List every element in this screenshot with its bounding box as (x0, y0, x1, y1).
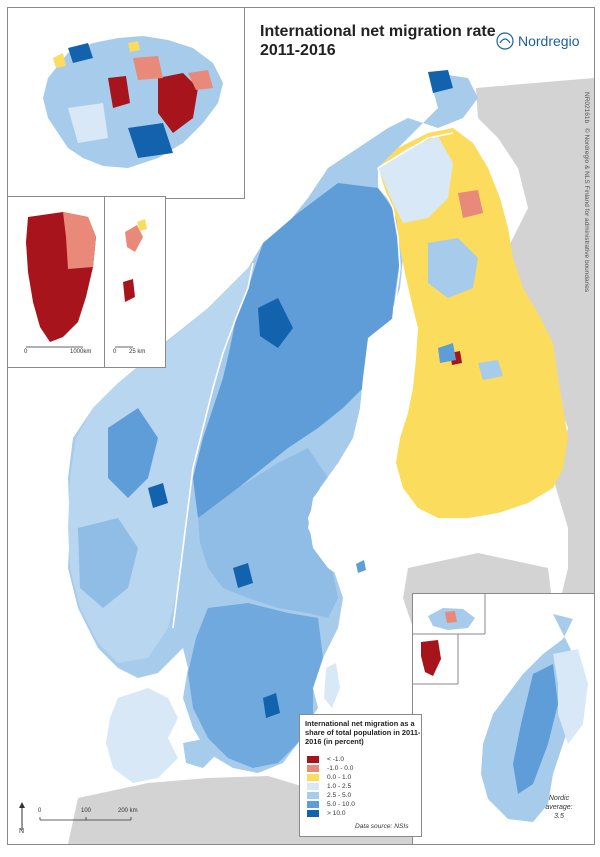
legend-item: -1.0 - 0.0 (307, 764, 353, 772)
legend-swatch (307, 791, 319, 799)
legend-item: 2.5 - 5.0 (307, 791, 351, 799)
scale-label-100: 100 (81, 808, 92, 814)
aland (356, 560, 366, 573)
legend-item: 5.0 - 10.0 (307, 800, 355, 808)
norway-dark-2 (428, 70, 453, 93)
sweden-dark-1 (258, 298, 293, 348)
sweden-dark-3 (263, 693, 280, 718)
nordic-average-label: Nordic average: (545, 795, 573, 811)
denmark-land (106, 688, 178, 783)
legend: International net migration as a share o… (299, 714, 422, 837)
legend-label: 2.5 - 5.0 (327, 791, 352, 799)
legend-swatch (307, 809, 319, 817)
svalbard-yellow (137, 219, 147, 231)
iceland-red-1 (158, 73, 198, 133)
nordregio-logo-icon (496, 32, 514, 50)
finland-blue-2 (478, 360, 503, 380)
avg-greenland (421, 640, 441, 676)
sweden-dark-2 (233, 563, 253, 588)
legend-item: 0.0 - 1.0 (307, 773, 351, 781)
scale-svalbard-0: 0 (113, 349, 117, 355)
border-norway-finland (377, 132, 454, 169)
north-arrow-label: N (19, 828, 25, 835)
scale-label-200: 200 km (118, 808, 138, 814)
scale-label-0: 0 (38, 808, 42, 814)
greenland-map (26, 212, 96, 348)
greenland-inset: 0 1000km (8, 196, 107, 368)
iceland-map (43, 36, 223, 168)
legend-swatch (307, 800, 319, 808)
germany-land (68, 776, 338, 844)
iceland-pink-1 (133, 56, 163, 80)
finland-land (378, 128, 568, 518)
iceland-yellow-2 (128, 41, 140, 52)
legend-label: -1.0 - 0.0 (327, 764, 354, 772)
legend-swatch (307, 782, 319, 790)
border-norway-sweden (172, 262, 254, 629)
norway-dark-1 (148, 483, 168, 508)
border-sweden-finland (377, 167, 401, 319)
legend-item: 1.0 - 2.5 (307, 782, 351, 790)
legend-label: 5.0 - 10.0 (327, 800, 355, 808)
scale-greenland-1000: 1000km (70, 349, 92, 355)
copyright-text: © Nordregio & NLS Finland for administra… (583, 128, 590, 293)
legend-swatch (307, 764, 319, 772)
map-frame: 0 1000km 0 25 km International net migra… (7, 7, 595, 845)
data-source: Data source: NSIs (355, 823, 409, 830)
legend-item: > 10.0 (307, 809, 346, 817)
denmark-islands (183, 738, 218, 768)
legend-label: < -1.0 (327, 755, 345, 763)
legend-item: < -1.0 (307, 755, 344, 763)
finland-lapland-blue (378, 136, 453, 223)
norway-west-dark (108, 408, 158, 498)
iceland-red-2 (108, 76, 130, 108)
north-arrow-head (19, 802, 25, 808)
finland-central-blue (428, 238, 478, 298)
finland-red-1 (458, 190, 483, 218)
iceland-light-1 (68, 103, 108, 143)
gulf-of-bothnia (308, 318, 413, 578)
scale-svalbard-25: 25 km (129, 349, 146, 355)
avg-sweden (513, 664, 558, 794)
map-title: International net migration rate (260, 23, 496, 40)
svalbard-map (115, 219, 147, 348)
nordic-average-inset: Nordic average: 3.5 (412, 593, 594, 844)
scale-bar-group (19, 802, 132, 830)
nordic-average: Nordic average: 3.5 (537, 794, 581, 821)
norway-southwest (78, 518, 138, 608)
avg-iceland-red (445, 611, 457, 623)
nordic-average-value: 3.5 (554, 813, 564, 820)
greenland-pink (63, 212, 96, 269)
sweden-middle (198, 448, 338, 618)
map-subtitle-years: 2011-2016 (260, 42, 336, 59)
iceland-dark-1 (128, 123, 173, 158)
svalbard-inset: 0 25 km (104, 196, 166, 368)
nordic-average-map (413, 594, 588, 822)
legend-swatch (307, 773, 319, 781)
iceland-inset (8, 8, 245, 199)
legend-swatch (307, 755, 319, 763)
title-block: International net migration rate 2011-20… (260, 22, 496, 60)
avg-finland (553, 649, 588, 744)
legend-label: 1.0 - 2.5 (327, 782, 352, 790)
iceland-dark-2 (68, 43, 93, 63)
scale-greenland-0: 0 (24, 349, 28, 355)
iceland-yellow-1 (53, 53, 66, 68)
legend-label: > 10.0 (327, 809, 346, 817)
legend-title: International net migration as a share o… (305, 719, 421, 746)
iceland-pink-2 (188, 70, 213, 90)
sweden-north (193, 183, 400, 518)
nordregio-logo-text: Nordregio (518, 33, 580, 49)
russia-land (476, 78, 594, 668)
svalbard-main (125, 225, 143, 252)
legend-label: 0.0 - 1.0 (327, 773, 352, 781)
finland-blue-1 (438, 343, 456, 363)
svalbard-south (123, 279, 135, 302)
nordregio-logo: Nordregio (496, 32, 579, 50)
iceland-land (43, 36, 223, 168)
sweden-south (188, 603, 323, 768)
map-id: NR02161b (583, 92, 590, 124)
gotland (324, 663, 340, 708)
